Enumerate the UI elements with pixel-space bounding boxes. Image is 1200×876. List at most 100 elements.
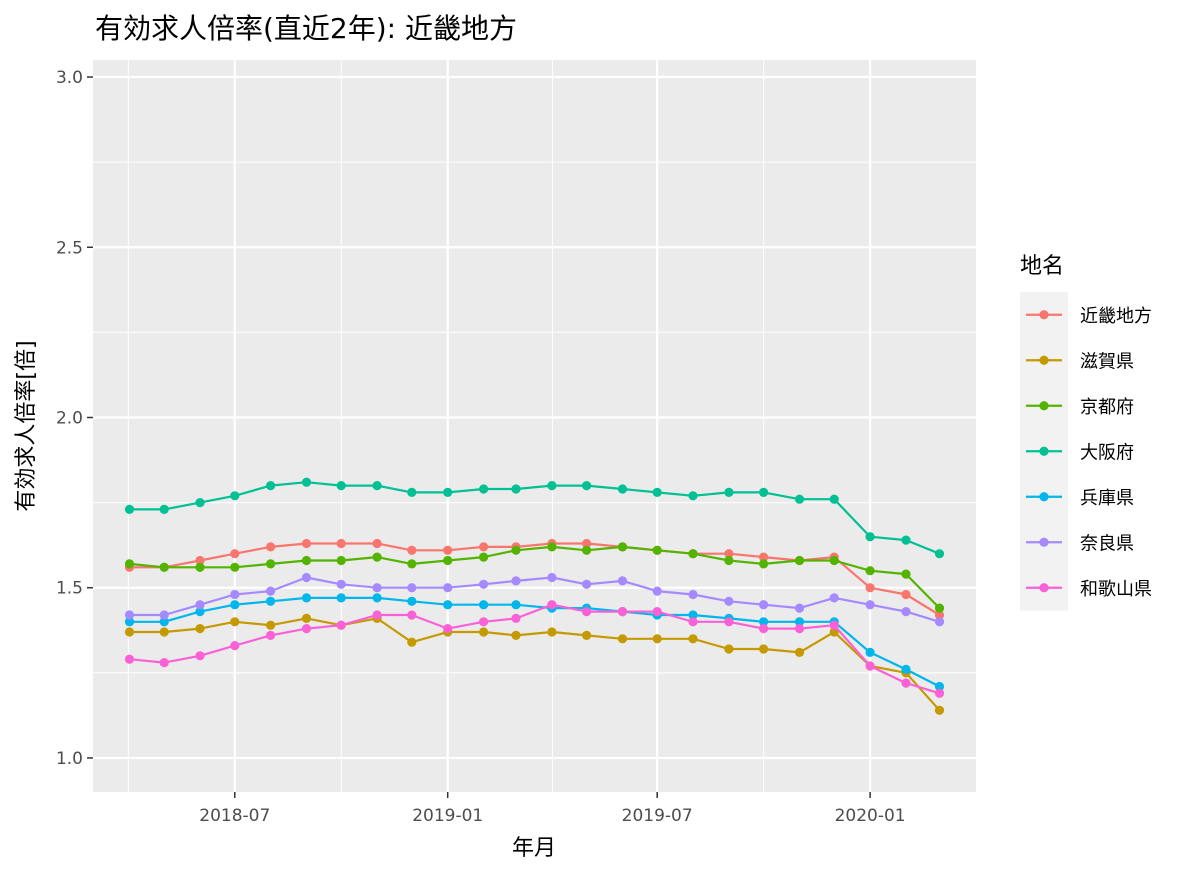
legend-label: 滋賀県 [1080,351,1134,372]
data-point [159,610,169,620]
data-point [443,624,453,634]
series-京都府 [124,542,945,613]
series-line [129,545,941,609]
data-point [230,491,240,501]
legend-title: 地名 [1020,254,1064,279]
data-point [759,617,769,627]
data-point [159,627,169,637]
y-axis: 1.0 1.5 2.0 2.5 3.0 [56,68,93,769]
data-point [688,617,698,627]
legend-key-point [1039,537,1049,547]
data-point [724,596,734,606]
data-point [934,549,945,559]
data-point [195,562,205,572]
data-point [195,607,205,617]
data-point [901,535,911,545]
data-point [443,545,453,555]
data-point [759,559,769,569]
data-point [266,542,276,552]
data-point [479,579,489,589]
data-point [266,559,276,569]
data-point [266,481,276,491]
legend-label: 和歌山県 [1080,579,1152,600]
data-point [159,658,169,668]
data-point [865,661,875,671]
data-point [159,562,169,572]
data-point [479,542,489,552]
data-point [407,637,417,647]
legend-label: 奈良県 [1080,533,1134,554]
data-point [724,549,734,559]
data-point [230,589,240,600]
data-point [617,634,628,644]
legend-label: 京都府 [1080,397,1134,418]
data-point [688,589,698,600]
data-point [652,545,662,555]
data-point [724,644,734,654]
data-point [617,542,628,552]
data-point [934,603,945,613]
data-point [759,552,769,562]
data-point [547,542,557,552]
legend-item: 滋賀県 [1020,337,1134,383]
data-point [159,504,169,514]
data-point [865,647,875,658]
data-point [582,545,592,555]
data-point [124,610,135,620]
data-point [124,654,135,664]
data-point [266,630,276,641]
y-tick-label: 3.0 [56,68,83,88]
data-point [336,593,346,603]
data-point [759,624,769,634]
data-point [582,579,592,589]
data-point [688,634,698,644]
y-axis-title: 有効求人倍率[倍] [14,340,39,511]
data-point [372,481,382,491]
data-point [230,562,240,572]
data-point [865,532,875,542]
data-point [336,481,346,491]
data-point [794,617,805,627]
data-point [934,705,945,715]
series-line [129,603,940,695]
x-axis: 2018-07 2019-01 2019-07 2020-01 [199,792,906,826]
data-point [794,603,805,613]
x-tick-label: 2018-07 [199,806,270,826]
data-point [617,576,628,586]
data-point [688,610,698,620]
data-point [124,504,135,514]
legend-item: 兵庫県 [1020,474,1134,520]
data-point [407,610,417,620]
chart-title: 有効求人倍率(直近2年): 近畿地方 [95,12,517,45]
x-axis-title: 年月 [512,836,556,861]
data-point [724,555,734,566]
data-point [794,624,805,634]
data-point [407,583,417,593]
data-point [230,600,240,610]
x-tick-label: 2019-01 [412,806,483,826]
data-point [829,627,839,637]
legend-label: 大阪府 [1080,442,1134,463]
minor-gridlines [93,60,976,792]
data-point [479,627,489,637]
data-point [266,620,276,630]
legend-item: 京都府 [1020,383,1134,429]
data-point [829,494,839,504]
data-point [124,617,135,627]
data-point [652,607,662,617]
data-point [301,477,312,487]
data-point [547,600,557,610]
data-point [407,487,417,497]
data-point [759,644,769,654]
data-point [195,555,205,566]
data-point [230,617,240,627]
data-point [511,613,521,624]
data-point [301,555,312,566]
data-point [407,596,417,606]
y-tick-label: 1.5 [56,579,83,599]
data-point [617,607,628,617]
data-point [934,610,945,620]
data-point [443,487,453,497]
